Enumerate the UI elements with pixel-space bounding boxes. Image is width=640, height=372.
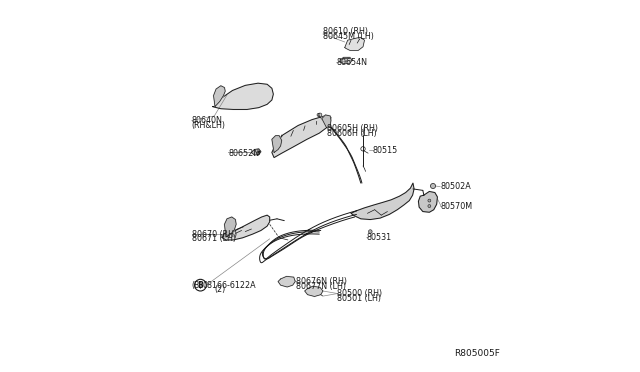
Text: 80501 (LH): 80501 (LH) [337, 294, 381, 303]
Polygon shape [322, 115, 331, 128]
Text: (2): (2) [214, 285, 225, 294]
Polygon shape [351, 183, 414, 219]
Polygon shape [272, 116, 331, 158]
Text: 80502A: 80502A [440, 182, 471, 191]
Circle shape [431, 183, 436, 189]
Text: 80570M: 80570M [440, 202, 472, 211]
Text: 80652N: 80652N [228, 150, 259, 158]
Text: 80654N: 80654N [337, 58, 367, 67]
Text: 80500 (RH): 80500 (RH) [337, 289, 383, 298]
Polygon shape [212, 83, 273, 109]
Polygon shape [305, 286, 323, 296]
Polygon shape [419, 192, 437, 212]
Text: B: B [197, 280, 203, 290]
Text: 80677N (LH): 80677N (LH) [296, 282, 346, 291]
Text: 08166-6122A: 08166-6122A [203, 280, 256, 290]
Polygon shape [225, 217, 236, 237]
Text: 80645M (LH): 80645M (LH) [323, 32, 374, 41]
Circle shape [369, 230, 372, 233]
Circle shape [428, 205, 431, 208]
Text: 80671 (LH): 80671 (LH) [191, 234, 236, 243]
Text: (RH&LH): (RH&LH) [191, 121, 226, 129]
Text: 80606H (LH): 80606H (LH) [327, 129, 377, 138]
Text: 80531: 80531 [367, 233, 392, 242]
Text: 80515: 80515 [373, 146, 398, 155]
Text: 80610 (RH): 80610 (RH) [323, 27, 368, 36]
Text: 80605H (RH): 80605H (RH) [327, 124, 378, 133]
Polygon shape [252, 149, 261, 155]
Circle shape [428, 199, 431, 202]
Text: 80676N (RH): 80676N (RH) [296, 277, 348, 286]
Text: 80640N: 80640N [191, 116, 223, 125]
Polygon shape [222, 215, 269, 240]
Text: 80670 (RH): 80670 (RH) [191, 230, 237, 238]
Polygon shape [278, 276, 295, 287]
Polygon shape [340, 57, 352, 64]
Polygon shape [272, 136, 282, 153]
Text: (B): (B) [191, 280, 203, 290]
Text: R805005F: R805005F [454, 349, 500, 358]
Polygon shape [345, 37, 364, 50]
Polygon shape [214, 86, 225, 106]
